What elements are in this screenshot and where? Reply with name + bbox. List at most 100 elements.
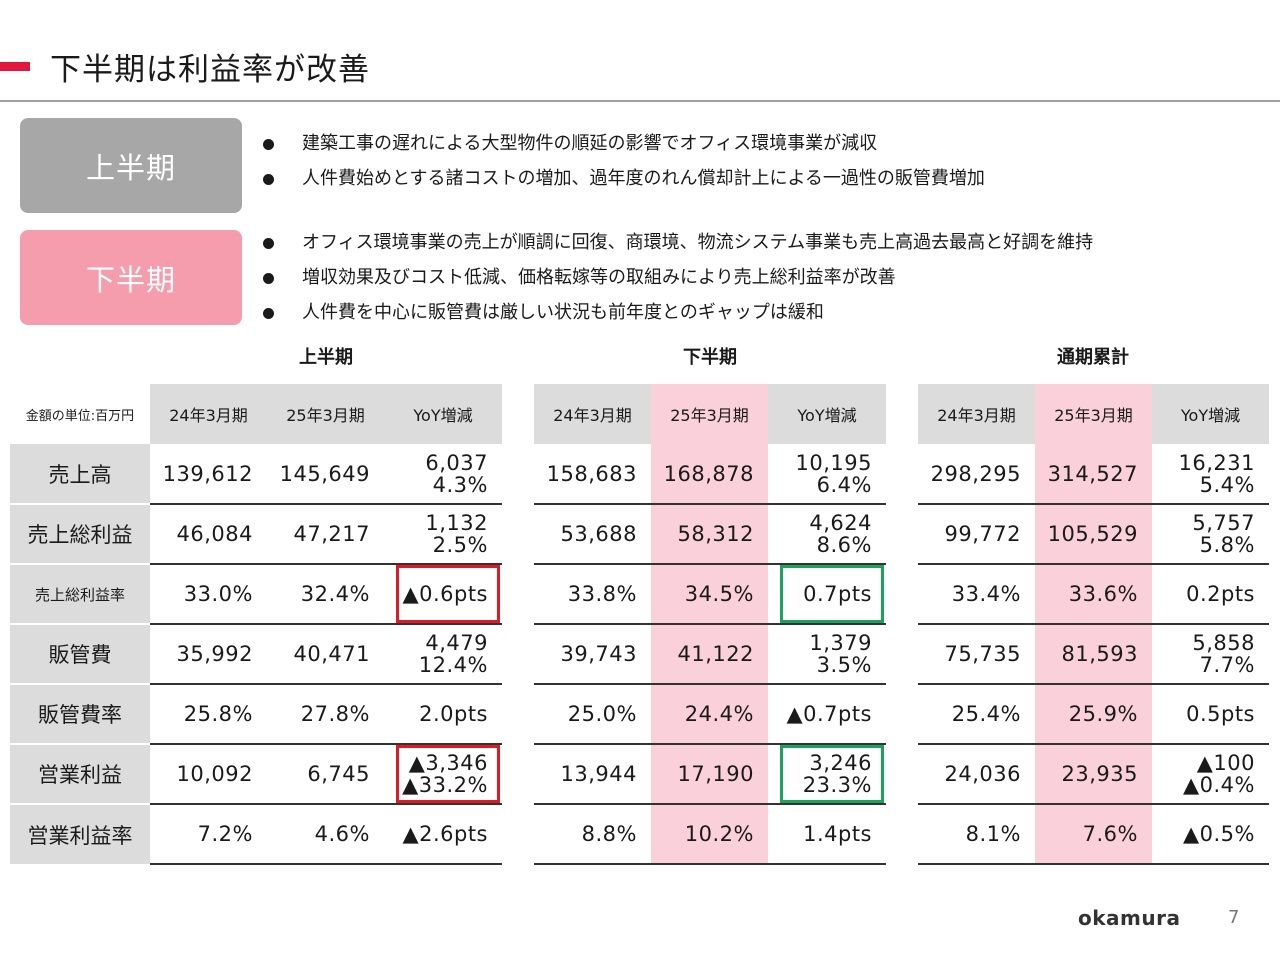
section-label-h2: 下半期 [683, 347, 737, 368]
yoy-amount: 1,379 [809, 631, 872, 655]
unit-label: 金額の単位:百万円 [10, 384, 150, 444]
value-cell: 105,529 [1035, 504, 1152, 565]
yoy-cell: 1,132 2.5% [384, 504, 502, 565]
value-cell: 4.6% [267, 804, 384, 865]
yoy-amount: 16,231 [1178, 450, 1255, 475]
value-cell: 81,593 [1035, 624, 1152, 685]
table-row: 売上総利益率 33.0% 32.4% ▲0.6pts [10, 564, 502, 625]
yoy-cell: 4,624 8.6% [768, 504, 886, 565]
value-cell: 39,743 [534, 624, 651, 685]
value-cell: 34.5% [651, 564, 768, 625]
yoy-percent: 6.4% [816, 472, 872, 497]
h2-period-box: 下半期 [20, 230, 242, 325]
value-cell: 27.8% [267, 684, 384, 745]
table-row: 販管費 35,992 40,471 4,479 12.4% [10, 624, 502, 685]
value-cell: 33.6% [1035, 564, 1152, 625]
value-cell: 17,190 [651, 744, 768, 805]
table-row: 39,743 41,122 1,379 3.5% [534, 624, 886, 685]
yoy-amount: ▲3,346 [408, 751, 488, 775]
value-cell: 33.4% [918, 564, 1035, 625]
yoy-cell: 10,195 6.4% [768, 444, 886, 505]
yoy-cell: 1,379 3.5% [768, 624, 886, 685]
fy-table: 24年3月期 25年3月期 YoY増減 298,295 314,527 16,2… [918, 384, 1269, 865]
table-row: 8.1% 7.6% ▲0.5% [918, 804, 1269, 865]
value-cell: 7.6% [1035, 804, 1152, 865]
col-header: 25年3月期 [651, 384, 768, 444]
title-accent-bar [0, 62, 30, 71]
col-header: 25年3月期 [267, 384, 384, 444]
table-row: 営業利益率 7.2% 4.6% ▲2.6pts [10, 804, 502, 865]
value-cell: 13,944 [534, 744, 651, 805]
table-row: 営業利益 10,092 6,745 ▲3,346 ▲33.2% [10, 744, 502, 805]
value-cell: 53,688 [534, 504, 651, 565]
highlighted-yoy-cell: ▲3,346 ▲33.2% [384, 744, 502, 805]
yoy-cell: 5,858 7.7% [1152, 624, 1269, 685]
table-row: 25.4% 25.9% 0.5pts [918, 684, 1269, 745]
yoy-percent: 4.3% [432, 472, 488, 497]
table-row: 158,683 168,878 10,195 6.4% [534, 444, 886, 505]
col-header: 25年3月期 [1035, 384, 1152, 444]
h2-bullet-item: オフィス環境事業の売上が順調に回復、商環境、物流システム事業も売上高過去最高と好… [262, 232, 1093, 267]
h2-bullet-list: オフィス環境事業の売上が順調に回復、商環境、物流システム事業も売上高過去最高と好… [262, 232, 1093, 337]
table-row: 75,735 81,593 5,858 7.7% [918, 624, 1269, 685]
yoy-percent: 12.4% [418, 653, 488, 677]
value-cell: 298,295 [918, 444, 1035, 505]
yoy-amount: 6,037 [425, 450, 488, 475]
yoy-percent: 8.6% [816, 533, 872, 557]
yoy-amount: 3,246 [809, 751, 872, 775]
h2-table: 24年3月期 25年3月期 YoY増減 158,683 168,878 10,1… [534, 384, 886, 865]
value-cell: 7.2% [150, 804, 267, 865]
value-cell: 32.4% [267, 564, 384, 625]
title-divider [0, 100, 1280, 102]
yoy-cell: ▲100 ▲0.4% [1152, 744, 1269, 805]
value-cell: 168,878 [651, 444, 768, 505]
value-cell: 33.8% [534, 564, 651, 625]
yoy-cell: 0.2pts [1152, 564, 1269, 625]
table-row: 99,772 105,529 5,757 5.8% [918, 504, 1269, 565]
value-cell: 33.0% [150, 564, 267, 625]
section-label-fy: 通期累計 [1057, 347, 1129, 368]
value-cell: 8.1% [918, 804, 1035, 865]
yoy-amount: 1,132 [425, 511, 488, 535]
h1-bullet-item: 人件費始めとする諸コストの増加、過年度のれん償却計上による一過性の販管費増加 [262, 168, 985, 203]
table-row: 売上総利益 46,084 47,217 1,132 2.5% [10, 504, 502, 565]
value-cell: 145,649 [267, 444, 384, 505]
value-cell: 25.9% [1035, 684, 1152, 745]
h2-bullet-item: 人件費を中心に販管費は厳しい状況も前年度とのギャップは緩和 [262, 302, 1093, 337]
value-cell: 25.0% [534, 684, 651, 745]
yoy-amount: 10,195 [795, 450, 872, 475]
yoy-cell: 0.5pts [1152, 684, 1269, 745]
col-header: 24年3月期 [534, 384, 651, 444]
value-cell: 24,036 [918, 744, 1035, 805]
yoy-cell: 16,231 5.4% [1152, 444, 1269, 505]
highlighted-yoy-cell: 3,246 23.3% [768, 744, 886, 805]
table-row: 販管費率 25.8% 27.8% 2.0pts [10, 684, 502, 745]
page-number: 7 [1228, 907, 1240, 928]
table-row: 8.8% 10.2% 1.4pts [534, 804, 886, 865]
value-cell: 99,772 [918, 504, 1035, 565]
yoy-amount: 4,479 [425, 631, 488, 655]
h1-bullet-list: 建築工事の遅れによる大型物件の順延の影響でオフィス環境事業が減収 人件費始めとす… [262, 133, 985, 203]
value-cell: 75,735 [918, 624, 1035, 685]
yoy-cell: ▲0.7pts [768, 684, 886, 745]
table-row: 53,688 58,312 4,624 8.6% [534, 504, 886, 565]
value-cell: 35,992 [150, 624, 267, 685]
table-row: 13,944 17,190 3,246 23.3% [534, 744, 886, 805]
value-cell: 41,122 [651, 624, 768, 685]
value-cell: 314,527 [1035, 444, 1152, 505]
yoy-cell: 6,037 4.3% [384, 444, 502, 505]
value-cell: 40,471 [267, 624, 384, 685]
yoy-percent: ▲33.2% [402, 773, 488, 797]
value-cell: 139,612 [150, 444, 267, 505]
yoy-amount: 4,624 [809, 511, 872, 535]
table-row: 売上高 139,612 145,649 6,037 4.3% [10, 444, 502, 505]
value-cell: 25.8% [150, 684, 267, 745]
yoy-percent: 23.3% [802, 773, 872, 797]
row-label: 販管費 [10, 624, 150, 685]
row-label: 売上高 [10, 444, 150, 505]
col-header: YoY増減 [384, 384, 502, 444]
col-header: YoY増減 [768, 384, 886, 444]
yoy-percent: 2.5% [432, 533, 488, 557]
col-header: YoY増減 [1152, 384, 1269, 444]
value-cell: 46,084 [150, 504, 267, 565]
